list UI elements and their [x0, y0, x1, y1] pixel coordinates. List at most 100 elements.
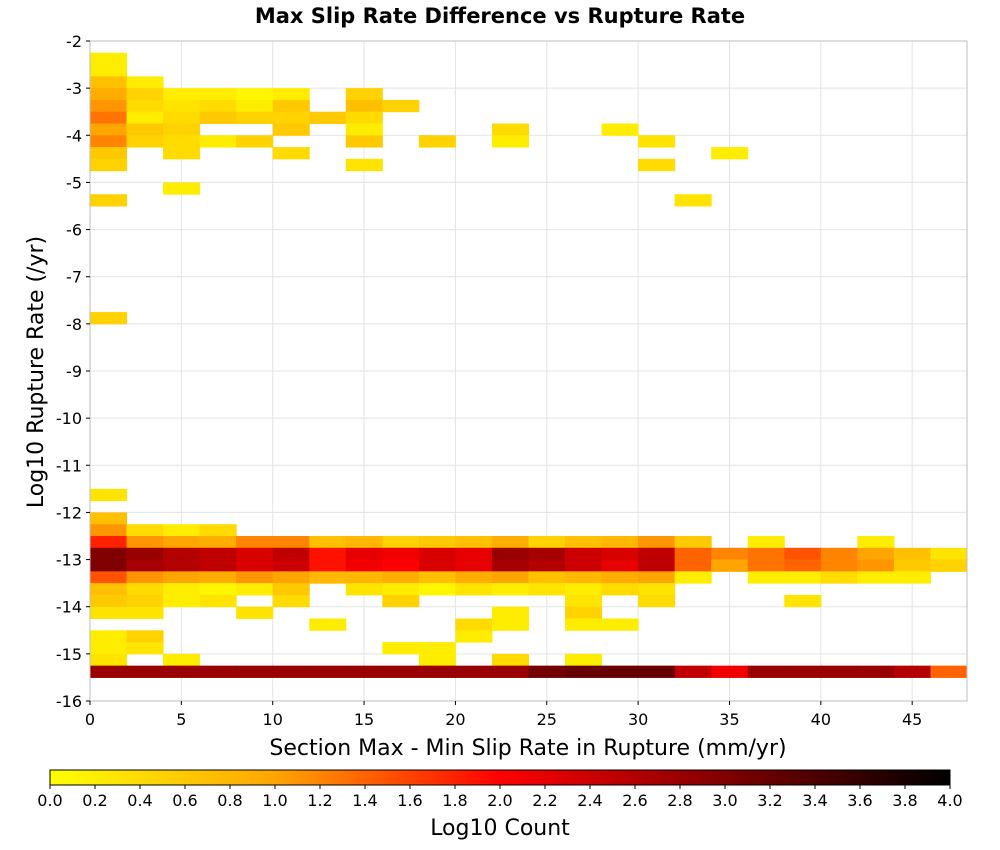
colorbar-tick-label: 1.2 — [307, 791, 332, 810]
y-tick-label: -6 — [66, 221, 82, 240]
heatmap-cell — [163, 594, 201, 608]
heatmap-cell — [126, 559, 164, 572]
heatmap-cell — [820, 571, 858, 584]
heatmap-cell — [418, 571, 456, 584]
heatmap-cell — [565, 606, 603, 619]
heatmap-cell — [382, 665, 420, 678]
heatmap-cell — [565, 583, 603, 596]
heatmap-cell — [236, 88, 274, 101]
heatmap-cell — [199, 88, 237, 101]
heatmap-cell — [163, 665, 201, 678]
heatmap-cell — [126, 642, 164, 655]
heatmap-cell — [455, 665, 493, 678]
heatmap-cell — [163, 147, 201, 160]
heatmap-cell — [491, 536, 529, 549]
heatmap-cell — [272, 594, 310, 608]
heatmap-cell — [199, 99, 237, 113]
heatmap-cell — [747, 571, 785, 584]
chart-title: Max Slip Rate Difference vs Rupture Rate — [255, 4, 745, 28]
heatmap-cell — [893, 547, 931, 561]
heatmap-cell — [236, 99, 274, 113]
heatmap-cell — [309, 559, 347, 572]
heatmap-cell — [90, 594, 128, 608]
heatmap-cell — [491, 653, 529, 667]
heatmap-cell — [309, 571, 347, 584]
heatmap-cell — [674, 547, 712, 561]
colorbar-tick-label: 2.4 — [577, 791, 602, 810]
heatmap-cell — [382, 642, 420, 655]
colorbar-tick-label: 0.6 — [172, 791, 197, 810]
heatmap-cell — [90, 642, 128, 655]
heatmap-cell — [236, 547, 274, 561]
heatmap-cell — [199, 665, 237, 678]
heatmap-cell — [90, 571, 128, 584]
y-tick-label: -9 — [66, 362, 82, 381]
heatmap-cell — [90, 135, 128, 148]
colorbar-tick-label: 1.4 — [352, 791, 377, 810]
heatmap-cell — [674, 559, 712, 572]
heatmap-cell — [820, 665, 858, 678]
heatmap-cell — [126, 99, 164, 113]
x-tick-label: 10 — [263, 710, 283, 729]
y-tick-label: -12 — [56, 503, 82, 522]
heatmap-cell — [638, 583, 676, 596]
heatmap-cell — [674, 665, 712, 678]
heatmap-cell — [747, 665, 785, 678]
heatmap-cell — [90, 653, 128, 667]
heatmap-cell — [163, 536, 201, 549]
colorbar-ticks: 0.0 0.2 0.4 0.6 0.8 1.0 1.2 1.4 1.6 1.8 2.0 2.2 2.4 2… — [37, 785, 963, 810]
heatmap-cell — [126, 524, 164, 537]
heatmap-cell — [199, 135, 237, 148]
heatmap-cell — [382, 583, 420, 596]
heatmap-cell — [784, 594, 822, 608]
heatmap-cell — [90, 559, 128, 572]
heatmap-cell — [272, 99, 310, 113]
heatmap-cell — [711, 147, 749, 160]
heatmap-cell — [857, 559, 895, 572]
heatmap-cell — [382, 536, 420, 549]
heatmap-cell — [345, 583, 383, 596]
x-tick-label: 25 — [537, 710, 557, 729]
y-tick-label: -11 — [56, 456, 82, 475]
heatmap-cell — [418, 547, 456, 561]
x-tick-label: 35 — [719, 710, 739, 729]
x-tick-label: 5 — [176, 710, 186, 729]
heatmap-cell — [528, 559, 566, 572]
heatmap-cell — [491, 618, 529, 631]
heatmap-cell — [126, 571, 164, 584]
heatmap-cell — [565, 665, 603, 678]
heatmap-cell — [784, 571, 822, 584]
heatmap-cell — [601, 618, 639, 631]
heatmap-cell — [565, 547, 603, 561]
colorbar-tick-label: 2.2 — [532, 791, 557, 810]
colorbar-tick-label: 2.6 — [622, 791, 647, 810]
heatmap-cell — [638, 547, 676, 561]
heatmap-cell — [711, 547, 749, 561]
x-tick-label: 15 — [354, 710, 374, 729]
y-axis-label: Log10 Rupture Rate (/yr) — [24, 236, 49, 508]
heatmap-cell — [163, 123, 201, 136]
heatmap-cell — [638, 559, 676, 572]
heatmap-cell — [309, 665, 347, 678]
heatmap-cell — [90, 547, 128, 561]
y-tick-label: -8 — [66, 315, 82, 334]
heatmap-cell — [272, 123, 310, 136]
colorbar-tick-label: 0.0 — [37, 791, 62, 810]
x-axis-ticks: 0 5 10 15 20 25 30 35 40 45 — [85, 701, 922, 729]
heatmap-cell — [236, 606, 274, 619]
y-axis-ticks: -2 -3 -4 -5 -6 -7 -8 -9 -10 -11 -12 -13 -14 -15 -16 — [56, 32, 90, 711]
heatmap-cell — [236, 665, 274, 678]
heatmap-cell — [90, 665, 128, 678]
heatmap-cell — [272, 547, 310, 561]
y-tick-label: -14 — [56, 598, 82, 617]
heatmap-cell — [528, 665, 566, 678]
heatmap-cell — [236, 111, 274, 124]
heatmap-cell — [565, 536, 603, 549]
heatmap-cell — [638, 135, 676, 148]
y-tick-label: -3 — [66, 79, 82, 98]
heatmap-cell — [199, 111, 237, 124]
y-tick-label: -10 — [56, 409, 82, 428]
heatmap-cell — [163, 583, 201, 596]
heatmap-cell — [309, 536, 347, 549]
